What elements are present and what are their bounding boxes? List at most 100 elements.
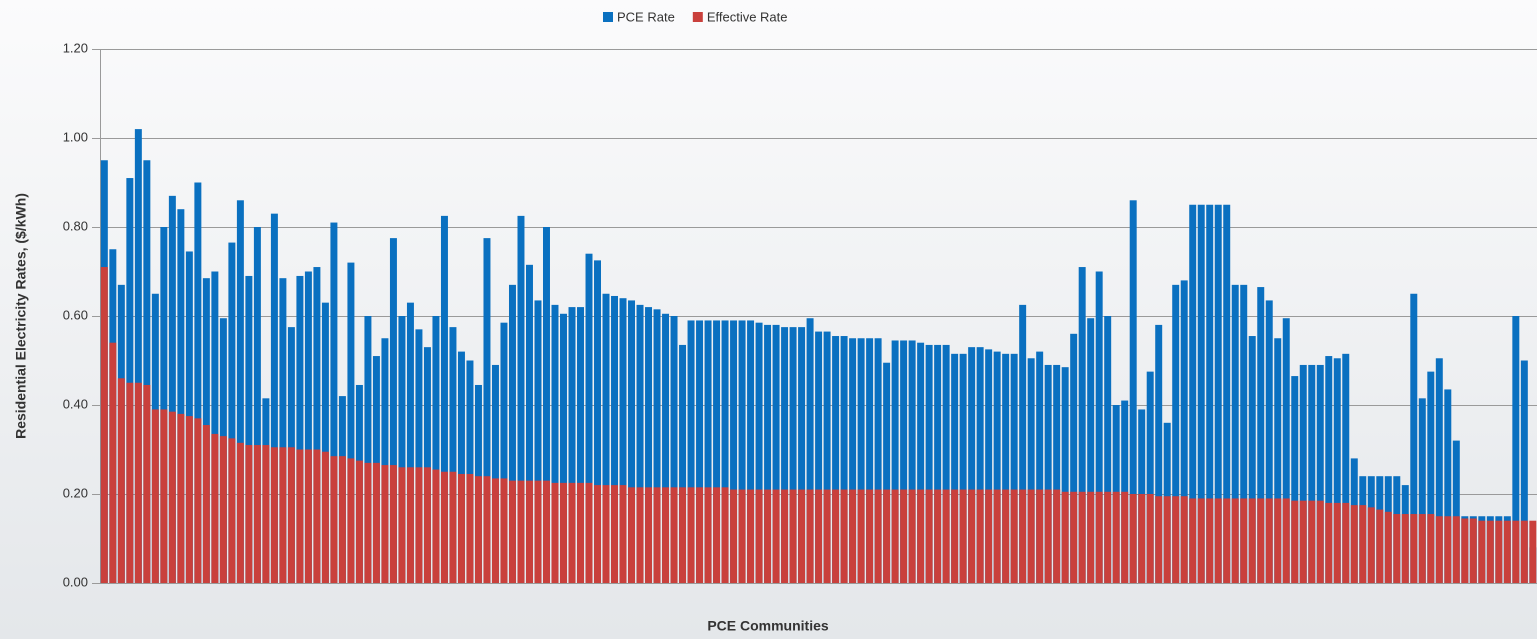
bar — [568, 307, 576, 583]
bar — [143, 384, 151, 583]
bar — [1418, 398, 1426, 583]
bar — [1180, 280, 1188, 583]
bar — [849, 338, 857, 583]
bar — [560, 313, 567, 583]
bar — [917, 489, 925, 583]
bar — [1512, 316, 1520, 583]
bar — [415, 467, 423, 583]
bar — [1469, 518, 1477, 583]
bar — [602, 293, 610, 583]
bar — [1087, 491, 1095, 583]
bar — [602, 485, 610, 583]
bar — [245, 275, 253, 583]
bar — [849, 489, 857, 583]
bar — [440, 471, 448, 583]
bar — [1231, 498, 1239, 583]
bar — [840, 336, 848, 583]
bar — [1053, 489, 1061, 583]
bar — [313, 449, 321, 583]
bar — [1316, 364, 1324, 583]
bar — [491, 478, 499, 583]
bar — [330, 456, 338, 583]
bar — [1452, 440, 1460, 583]
bar — [798, 327, 806, 583]
bar — [432, 469, 440, 583]
bar — [653, 309, 661, 583]
bar — [321, 451, 329, 583]
bar — [253, 445, 261, 583]
bar — [764, 489, 772, 583]
bar — [662, 313, 670, 583]
bar — [951, 353, 959, 583]
bar — [1036, 489, 1044, 583]
bar — [985, 489, 993, 583]
bar — [1070, 491, 1078, 583]
bar — [1002, 353, 1010, 583]
bar — [934, 344, 942, 583]
bar — [1520, 360, 1528, 583]
bar — [1231, 284, 1239, 583]
bar — [1495, 520, 1503, 583]
bar — [1002, 489, 1010, 583]
bar — [109, 342, 117, 583]
bar — [347, 262, 355, 583]
bar — [1478, 520, 1486, 583]
bar — [1070, 333, 1078, 583]
bar — [1486, 520, 1494, 583]
y-tick-label: 0.60 — [63, 307, 88, 322]
bar — [772, 489, 780, 583]
bar — [832, 489, 840, 583]
bar — [1316, 500, 1324, 583]
bar — [747, 320, 755, 583]
bar — [304, 449, 312, 583]
bar — [747, 489, 755, 583]
bar — [1087, 318, 1095, 583]
bar — [917, 342, 925, 583]
bar — [415, 329, 423, 583]
bar — [177, 413, 185, 583]
bar — [211, 271, 219, 583]
legend-label: Effective Rate — [707, 9, 788, 24]
bar — [993, 351, 1001, 583]
bar — [755, 489, 763, 583]
bar — [457, 473, 465, 583]
bar — [789, 489, 797, 583]
bar — [1427, 371, 1435, 583]
bar — [1044, 364, 1052, 583]
bar — [1121, 491, 1129, 583]
bar — [670, 487, 678, 583]
bar — [1333, 358, 1341, 583]
bar — [883, 489, 891, 583]
bar — [449, 471, 457, 583]
bar — [721, 320, 729, 583]
bar — [457, 351, 465, 583]
bar — [194, 182, 202, 583]
bar — [1265, 498, 1273, 583]
y-tick-label: 0.40 — [63, 396, 88, 411]
bar — [1274, 498, 1282, 583]
bar — [474, 476, 482, 583]
bar — [168, 411, 176, 583]
bar — [908, 340, 916, 583]
bar — [1189, 498, 1197, 583]
bar — [670, 316, 678, 583]
bar — [126, 382, 134, 583]
bar — [713, 487, 721, 583]
bar — [236, 442, 244, 583]
bar — [857, 489, 865, 583]
bar — [1342, 353, 1350, 583]
bar — [1257, 498, 1265, 583]
bar — [1529, 520, 1537, 583]
bar — [823, 331, 831, 583]
bar — [1146, 371, 1154, 583]
bar — [1129, 200, 1137, 584]
bar — [1393, 514, 1401, 583]
bar — [687, 320, 695, 583]
bar — [270, 447, 278, 583]
bar — [1197, 204, 1205, 583]
bar — [406, 467, 414, 583]
bar — [262, 445, 270, 583]
bar — [1520, 520, 1528, 583]
bar — [738, 489, 746, 583]
bar — [645, 487, 653, 583]
